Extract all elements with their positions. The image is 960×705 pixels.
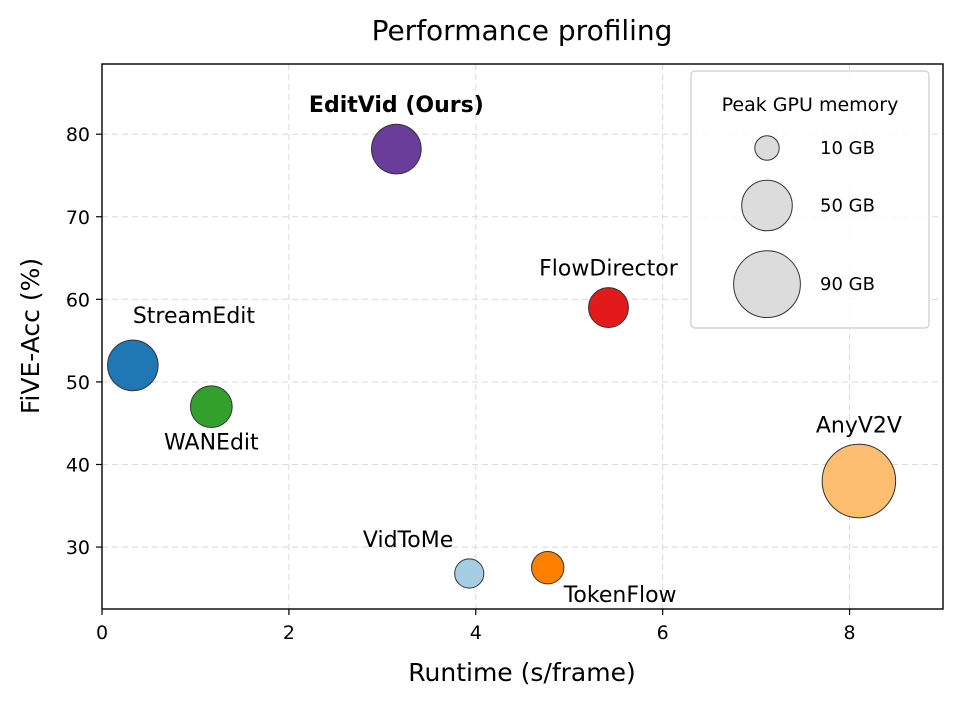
legend-marker bbox=[741, 179, 793, 232]
legend-label: 50 GB bbox=[820, 195, 875, 216]
data-point-label: TokenFlow bbox=[563, 583, 677, 608]
y-tick-label: 30 bbox=[66, 537, 90, 559]
data-point bbox=[531, 551, 565, 585]
x-tick-label: 6 bbox=[657, 622, 669, 644]
data-point bbox=[189, 385, 233, 429]
chart-title: Performance profiling bbox=[372, 14, 673, 47]
x-tick-label: 8 bbox=[844, 622, 856, 644]
legend: Peak GPU memory 10 GB 50 GB 90 GB bbox=[690, 70, 930, 329]
y-axis-label: FiVE-Acc (%) bbox=[16, 258, 45, 414]
data-point-label: StreamEdit bbox=[133, 304, 256, 329]
data-point-label: FlowDirector bbox=[539, 257, 679, 282]
data-points bbox=[107, 123, 897, 589]
y-tick-label: 50 bbox=[66, 372, 90, 394]
legend-label: 90 GB bbox=[820, 274, 875, 295]
data-point bbox=[454, 558, 485, 589]
legend-entries: 10 GB 50 GB 90 GB bbox=[733, 135, 875, 319]
legend-title: Peak GPU memory bbox=[722, 94, 899, 116]
point-labels: EditVid (Ours) FlowDirector StreamEdit WANE… bbox=[133, 93, 902, 608]
x-axis-label: Runtime (s/frame) bbox=[408, 658, 635, 687]
data-point-label: WANEdit bbox=[164, 431, 259, 456]
plot-frame bbox=[101, 63, 944, 610]
legend-marker bbox=[754, 135, 780, 161]
data-point-label: AnyV2V bbox=[816, 413, 902, 438]
legend-marker bbox=[733, 250, 801, 319]
axis-ticks: 0 2 4 6 8 30 40 50 60 70 80 bbox=[66, 124, 856, 644]
x-tick-label: 2 bbox=[283, 622, 295, 644]
y-tick-label: 40 bbox=[66, 454, 90, 476]
x-tick-label: 4 bbox=[470, 622, 482, 644]
legend-label: 10 GB bbox=[820, 138, 875, 159]
y-tick-label: 70 bbox=[66, 207, 90, 229]
data-point bbox=[821, 443, 897, 519]
y-tick-label: 60 bbox=[66, 289, 90, 311]
x-tick-label: 0 bbox=[96, 622, 108, 644]
data-point bbox=[107, 339, 159, 392]
data-point bbox=[371, 123, 422, 175]
data-point bbox=[588, 287, 629, 329]
data-point-label: VidToMe bbox=[363, 528, 453, 553]
data-point-label: EditVid (Ours) bbox=[309, 93, 484, 118]
y-tick-label: 80 bbox=[66, 124, 90, 146]
